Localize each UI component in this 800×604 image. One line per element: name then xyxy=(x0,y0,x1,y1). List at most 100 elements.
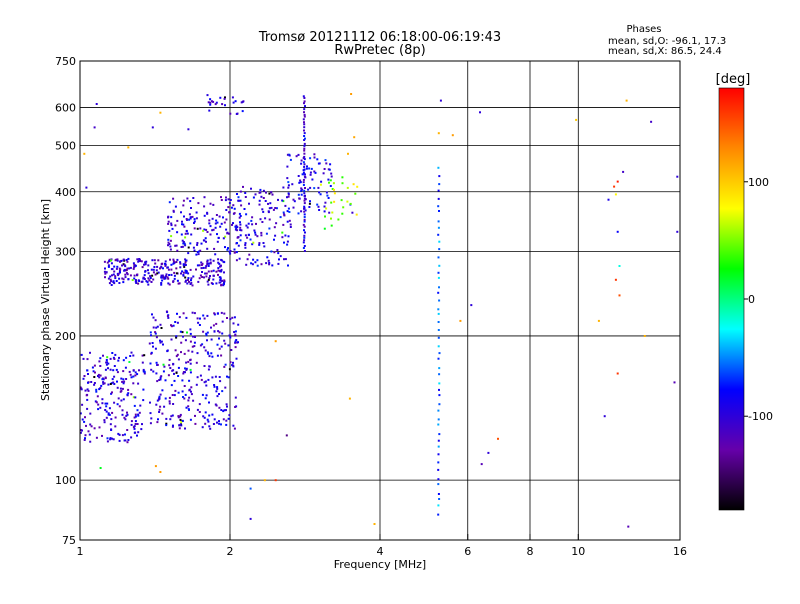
data-point xyxy=(118,270,121,273)
data-point xyxy=(245,263,248,266)
data-point xyxy=(207,278,210,281)
data-point xyxy=(84,434,87,437)
data-point xyxy=(132,369,135,372)
data-point xyxy=(268,218,271,221)
data-point xyxy=(169,258,171,261)
data-point xyxy=(317,205,320,208)
data-point xyxy=(193,220,196,223)
data-point xyxy=(193,312,196,315)
data-point xyxy=(105,363,108,366)
data-point xyxy=(165,424,168,427)
data-point xyxy=(234,100,237,103)
data-point xyxy=(214,226,217,229)
data-point xyxy=(176,312,178,315)
data-point xyxy=(99,357,102,360)
data-point xyxy=(288,211,291,213)
data-point xyxy=(437,478,440,481)
data-point xyxy=(133,266,136,269)
data-point xyxy=(324,215,326,218)
data-point xyxy=(256,264,259,267)
data-point xyxy=(159,267,161,270)
data-point xyxy=(189,340,192,343)
data-point xyxy=(459,319,462,322)
data-point xyxy=(309,186,312,189)
data-point xyxy=(479,111,481,114)
data-point xyxy=(119,260,121,263)
data-point xyxy=(189,216,192,219)
data-point xyxy=(323,168,326,170)
data-point xyxy=(172,363,175,366)
data-point xyxy=(182,372,185,375)
data-point xyxy=(323,227,326,230)
data-point xyxy=(187,252,190,255)
data-point xyxy=(133,274,136,277)
data-point xyxy=(212,269,215,272)
data-point xyxy=(119,271,121,274)
data-point xyxy=(95,401,98,404)
data-point xyxy=(129,266,132,269)
data-point xyxy=(141,354,144,357)
data-point xyxy=(159,393,162,396)
data-point xyxy=(162,276,165,279)
data-point xyxy=(279,255,282,258)
data-point xyxy=(438,240,441,243)
data-point xyxy=(93,382,96,384)
data-point xyxy=(218,422,221,425)
data-point xyxy=(167,215,170,218)
data-point xyxy=(227,206,230,209)
data-point xyxy=(167,222,170,225)
data-point xyxy=(136,423,139,425)
data-point xyxy=(187,349,190,352)
data-point xyxy=(124,433,126,436)
data-point xyxy=(183,215,185,218)
data-point xyxy=(107,277,110,280)
data-point xyxy=(283,213,286,216)
data-point xyxy=(216,221,219,224)
data-point xyxy=(330,201,333,204)
data-point xyxy=(104,409,107,411)
data-point xyxy=(261,208,264,211)
data-point xyxy=(134,413,137,416)
data-point xyxy=(208,355,211,358)
data-point xyxy=(204,349,207,352)
data-point xyxy=(308,206,311,208)
data-point xyxy=(157,259,160,262)
data-point xyxy=(303,225,306,228)
data-point xyxy=(166,266,169,269)
data-point xyxy=(297,212,300,215)
data-point xyxy=(258,199,261,202)
data-point xyxy=(89,423,92,426)
colorbar-label: [deg] xyxy=(716,72,751,87)
data-point xyxy=(113,365,116,367)
data-point xyxy=(170,222,173,225)
data-point xyxy=(123,416,126,419)
data-point xyxy=(180,233,183,236)
data-point xyxy=(164,262,166,265)
data-point xyxy=(169,239,172,242)
data-point xyxy=(325,162,328,165)
data-point xyxy=(126,429,129,431)
data-point xyxy=(187,246,190,249)
data-point xyxy=(437,308,440,311)
data-point xyxy=(224,199,227,202)
data-point xyxy=(202,266,205,269)
data-point xyxy=(126,267,129,270)
data-point xyxy=(225,403,228,406)
data-point xyxy=(127,146,130,149)
data-point xyxy=(182,199,185,202)
data-point xyxy=(126,273,129,276)
y-tick-label: 750 xyxy=(55,55,76,68)
data-point xyxy=(303,123,306,126)
data-point xyxy=(176,258,179,261)
data-point xyxy=(123,263,126,266)
data-point xyxy=(205,228,208,231)
data-point xyxy=(189,332,192,335)
data-point xyxy=(121,413,124,416)
data-point xyxy=(210,270,213,273)
data-point xyxy=(189,362,192,365)
data-point xyxy=(204,422,207,425)
data-point xyxy=(108,282,111,285)
data-point xyxy=(104,377,107,380)
data-point xyxy=(168,201,171,204)
data-point xyxy=(240,229,243,232)
